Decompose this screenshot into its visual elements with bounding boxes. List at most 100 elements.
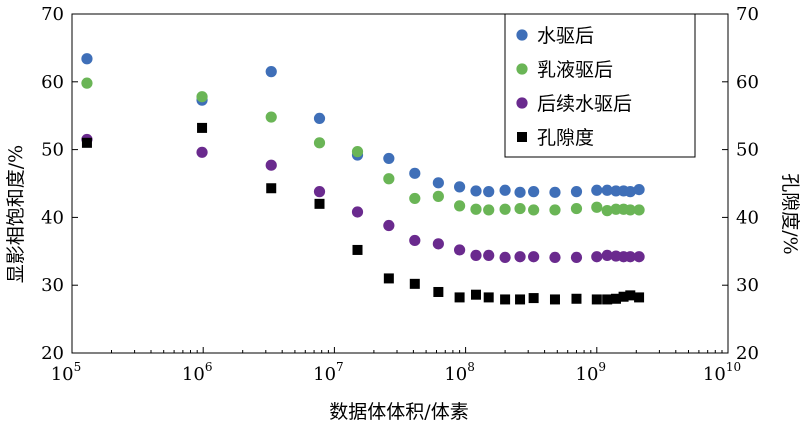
y-right-tick-label: 70 xyxy=(736,4,759,25)
data-point-circle xyxy=(514,202,526,215)
data-point-circle xyxy=(81,77,93,89)
axes xyxy=(71,13,729,354)
y-left-tick-label: 60 xyxy=(41,72,64,93)
data-point-square xyxy=(383,273,394,284)
legend-label: 乳液驱后 xyxy=(537,59,613,81)
legend-label: 后续水驱后 xyxy=(537,93,632,115)
legend-marker xyxy=(516,29,528,41)
data-point-square xyxy=(433,286,444,297)
data-point-square xyxy=(81,137,92,148)
data-point-circle xyxy=(633,204,645,216)
y-left-tick-label: 30 xyxy=(41,275,64,296)
data-point-circle xyxy=(409,234,421,247)
data-point-circle xyxy=(624,251,636,263)
data-point-circle xyxy=(470,249,482,261)
data-point-circle xyxy=(196,91,208,103)
data-point-circle xyxy=(570,186,583,198)
y-right-tick-label: 30 xyxy=(736,275,759,296)
data-point-circle xyxy=(313,186,326,198)
data-point-square xyxy=(409,278,420,289)
data-point-circle xyxy=(624,186,636,198)
legend-marker xyxy=(516,63,528,75)
data-point-square xyxy=(500,294,511,305)
data-point-circle xyxy=(196,146,208,158)
data-point-square xyxy=(314,198,325,209)
data-point-square xyxy=(625,290,636,301)
x-axis-label: 数据体体积/体素 xyxy=(329,401,468,423)
x-tick-label: 109 xyxy=(576,360,607,385)
data-point-circle xyxy=(351,146,364,158)
data-point-square xyxy=(454,292,465,303)
data-point-circle xyxy=(470,203,482,215)
data-point-circle xyxy=(601,249,613,261)
data-point-circle xyxy=(499,184,511,196)
y-axis-label-left: 显影相饱和度/% xyxy=(5,145,27,283)
data-point-circle xyxy=(499,203,511,215)
data-point-circle xyxy=(313,112,326,125)
data-point-circle xyxy=(81,53,93,65)
data-point-circle xyxy=(499,251,511,264)
data-point-circle xyxy=(483,186,495,198)
y-left-tick-label: 70 xyxy=(41,4,64,25)
data-marks xyxy=(81,53,645,305)
y-left-tick-label: 40 xyxy=(41,207,64,228)
data-point-circle xyxy=(514,186,526,198)
legend-marker xyxy=(516,97,528,109)
data-point-circle xyxy=(624,204,636,216)
data-point-circle xyxy=(483,249,495,261)
y-right-tick-label: 20 xyxy=(736,343,759,364)
data-point-circle xyxy=(383,152,395,165)
y-right-tick-label: 60 xyxy=(736,72,759,93)
data-point-square xyxy=(634,292,645,303)
data-point-square xyxy=(483,292,494,303)
data-point-square xyxy=(352,244,363,255)
y-right-tick-label: 50 xyxy=(736,140,759,161)
data-point-circle xyxy=(453,200,466,212)
data-point-circle xyxy=(432,190,444,202)
data-point-circle xyxy=(483,204,495,216)
data-point-circle xyxy=(514,251,526,263)
data-point-square xyxy=(266,183,277,194)
data-point-circle xyxy=(591,251,603,263)
legend-box xyxy=(504,13,696,158)
data-point-circle xyxy=(432,238,444,250)
data-point-circle xyxy=(409,192,421,205)
x-tick-label: 108 xyxy=(444,360,475,385)
data-point-circle xyxy=(601,205,613,217)
data-point-circle xyxy=(453,181,466,193)
data-point-circle xyxy=(570,202,583,215)
x-tick-label: 107 xyxy=(313,360,344,385)
data-point-square xyxy=(591,294,602,305)
data-point-circle xyxy=(549,204,561,216)
x-tick-label: 105 xyxy=(51,360,82,385)
data-point-circle xyxy=(528,204,540,216)
x-tick-label: 1010 xyxy=(703,360,741,385)
data-point-circle xyxy=(313,137,326,149)
data-point-square xyxy=(528,293,539,304)
x-tick-label: 106 xyxy=(182,360,213,385)
data-point-square xyxy=(618,291,629,302)
data-point-circle xyxy=(383,173,395,185)
data-point-circle xyxy=(265,111,277,123)
data-point-circle xyxy=(633,184,645,196)
data-point-circle xyxy=(549,186,561,198)
data-point-circle xyxy=(591,201,603,213)
plot-frame xyxy=(71,13,729,354)
data-point-square xyxy=(197,122,208,133)
data-point-circle xyxy=(265,159,277,171)
y-axis-label-right: 孔隙度/% xyxy=(779,173,800,254)
legend-label: 水驱后 xyxy=(537,25,594,47)
data-point-circle xyxy=(528,251,540,263)
data-point-circle xyxy=(470,185,482,197)
data-point-square xyxy=(470,289,481,300)
data-point-circle xyxy=(570,251,583,264)
data-point-square xyxy=(549,294,560,305)
data-point-circle xyxy=(432,177,444,189)
data-point-circle xyxy=(453,244,466,256)
data-point-circle xyxy=(633,251,645,263)
data-point-circle xyxy=(528,186,540,198)
y-left-tick-label: 20 xyxy=(41,343,64,364)
